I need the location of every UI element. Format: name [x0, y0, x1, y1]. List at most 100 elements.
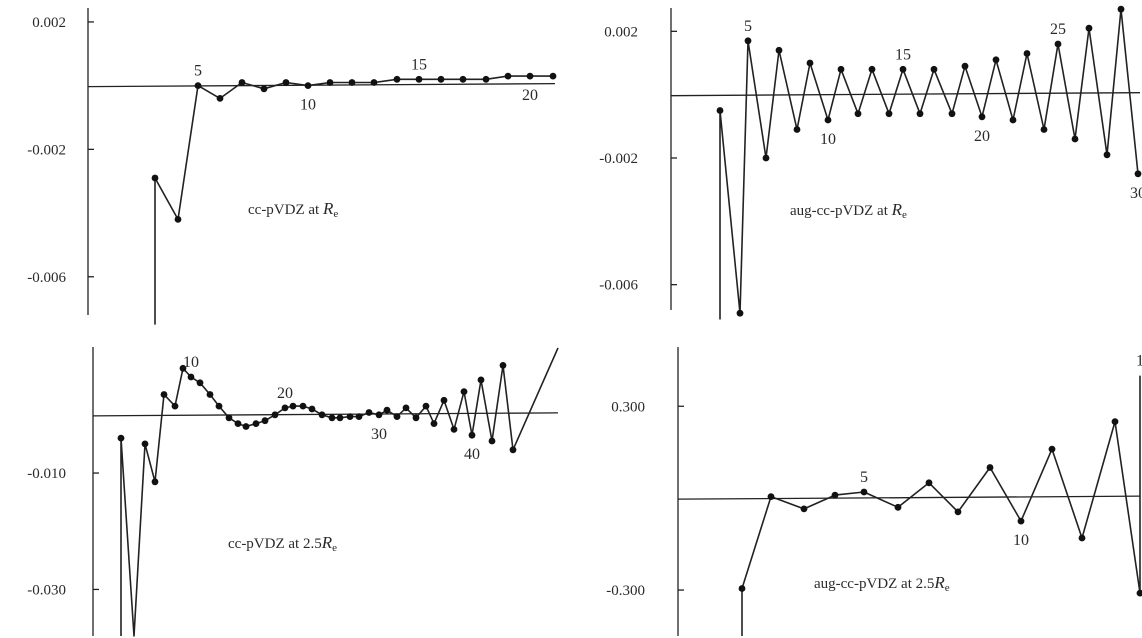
data-point	[468, 431, 476, 439]
data-point	[225, 414, 233, 422]
caption-subscript: e	[945, 582, 950, 594]
data-point	[304, 82, 312, 89]
data-point	[179, 364, 187, 372]
data-point	[261, 417, 269, 425]
data-point	[282, 79, 290, 86]
data-point	[1071, 135, 1079, 143]
data-point	[1009, 116, 1017, 124]
data-point	[925, 479, 933, 487]
data-point	[716, 107, 724, 114]
panel-cc-pvdz-re: 0.002 -0.002 -0.006 5 10 15 20 cc-pVDZ at Re	[27, 8, 557, 325]
y-tick-label: -0.006	[599, 278, 638, 294]
data-point	[336, 414, 344, 422]
data-point	[775, 46, 783, 54]
data-point	[488, 437, 496, 445]
y-tick-label: -0.002	[27, 142, 66, 158]
y-tick-label: -0.300	[606, 583, 645, 599]
data-point	[194, 82, 202, 89]
data-point	[160, 391, 168, 398]
order-label: 10	[183, 354, 199, 371]
data-point	[762, 154, 770, 162]
data-point	[348, 79, 356, 86]
data-point	[402, 404, 410, 412]
panel-cc-pvdz-2-5re: -0.010 -0.030 10 20 30 40 cc-pVDZ at 2.5Re	[27, 347, 559, 637]
data-point	[868, 65, 876, 73]
order-label: 30	[1130, 185, 1142, 202]
panel-aug-cc-pvdz-2-5re: 0.300 -0.300 5 10 1 aug-cc-pVDZ at 2.5Re	[606, 347, 1142, 636]
data-point	[171, 402, 179, 410]
series-line	[719, 8, 1139, 320]
y-tick-label: -0.010	[27, 466, 66, 482]
data-point	[1117, 5, 1125, 13]
data-point	[1085, 24, 1093, 32]
data-point	[328, 414, 336, 422]
zero-line	[87, 82, 556, 88]
data-point	[800, 505, 808, 513]
data-point	[460, 388, 468, 395]
data-point	[299, 402, 307, 410]
order-label: 20	[277, 385, 293, 402]
data-point	[1136, 589, 1142, 597]
data-point	[289, 402, 297, 410]
data-point	[234, 420, 242, 427]
data-point	[477, 376, 485, 384]
data-point	[383, 406, 391, 414]
data-point	[412, 414, 420, 422]
data-point	[440, 396, 448, 404]
data-point	[370, 79, 378, 86]
data-point	[430, 420, 438, 427]
data-point	[509, 446, 517, 454]
panel-caption: cc-pVDZ at Re	[248, 199, 338, 220]
caption-subscript: e	[902, 209, 907, 221]
data-point	[954, 508, 962, 516]
order-label: 20	[974, 128, 990, 145]
data-point	[346, 413, 354, 420]
order-label: 15	[411, 56, 427, 73]
series-line	[741, 375, 1141, 636]
zero-line	[670, 92, 1141, 97]
panel-caption: aug-cc-pVDZ at Re	[790, 200, 907, 221]
data-point	[916, 110, 924, 118]
zero-line	[92, 412, 559, 417]
data-point	[281, 404, 289, 412]
data-point	[738, 585, 746, 592]
data-point	[355, 413, 363, 420]
caption-symbol: R	[321, 533, 333, 552]
y-tick-label: -0.002	[599, 151, 638, 167]
order-label: 5	[860, 469, 868, 486]
caption-symbol: R	[322, 199, 334, 218]
data-point	[1103, 151, 1111, 159]
data-point	[894, 503, 902, 511]
order-label: 1	[1136, 353, 1142, 370]
data-point	[252, 420, 260, 427]
y-tick-label: 0.002	[604, 24, 638, 40]
data-point	[117, 434, 125, 442]
order-label: 25	[1050, 21, 1066, 38]
data-point	[986, 464, 994, 471]
data-point	[992, 56, 1000, 64]
panel-caption: aug-cc-pVDZ at 2.5Re	[814, 573, 950, 594]
data-point	[948, 110, 956, 118]
data-point	[206, 391, 214, 398]
y-tick-label: 0.300	[611, 399, 645, 415]
data-point	[187, 373, 195, 381]
data-point	[308, 405, 316, 413]
data-point	[526, 72, 534, 80]
data-point	[824, 116, 832, 124]
data-point	[744, 37, 752, 45]
data-point	[831, 491, 839, 499]
data-point	[450, 426, 458, 433]
order-label: 20	[522, 87, 538, 104]
caption-subscript: e	[332, 542, 337, 554]
order-label: 30	[371, 426, 387, 443]
data-point	[499, 362, 507, 369]
data-point	[365, 409, 373, 416]
data-point	[215, 402, 223, 410]
data-point	[393, 75, 401, 83]
data-point	[736, 309, 744, 317]
data-point	[393, 413, 401, 420]
data-point	[1111, 418, 1119, 425]
data-point	[793, 126, 801, 133]
data-point	[242, 423, 250, 430]
